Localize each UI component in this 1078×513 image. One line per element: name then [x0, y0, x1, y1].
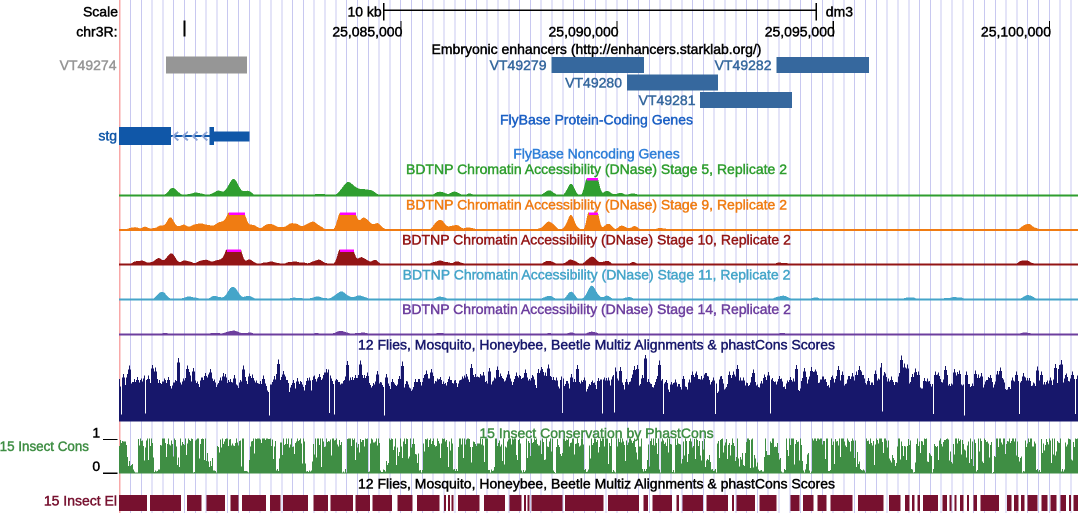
svg-text:BDTNP Chromatin Accessibility: BDTNP Chromatin Accessibility (DNase) St…	[403, 267, 791, 283]
svg-text:stg: stg	[98, 128, 117, 144]
svg-text:BDTNP Chromatin Accessibility: BDTNP Chromatin Accessibility (DNase) St…	[402, 301, 791, 317]
svg-text:10 kb: 10 kb	[347, 4, 381, 20]
svg-text:25,100,000: 25,100,000	[981, 23, 1051, 39]
svg-text:FlyBase Noncoding Genes: FlyBase Noncoding Genes	[513, 146, 680, 162]
svg-text:VT49280: VT49280	[565, 75, 622, 91]
svg-text:15 Insect El: 15 Insect El	[44, 493, 117, 509]
svg-text:VT49281: VT49281	[639, 92, 696, 108]
svg-text:0: 0	[92, 458, 100, 474]
svg-text:1: 1	[92, 425, 100, 441]
svg-text:12 Flies, Mosquito, Honeybee,: 12 Flies, Mosquito, Honeybee, Beetle Mul…	[358, 337, 835, 353]
svg-text:VT49279: VT49279	[490, 57, 547, 73]
svg-text:BDTNP Chromatin Accessibility: BDTNP Chromatin Accessibility (DNase) St…	[402, 232, 791, 248]
svg-text:BDTNP Chromatin Accessibility: BDTNP Chromatin Accessibility (DNase) St…	[406, 196, 787, 212]
svg-text:chr3R:: chr3R:	[76, 23, 117, 39]
svg-text:FlyBase Protein-Coding Genes: FlyBase Protein-Coding Genes	[500, 112, 693, 128]
svg-text:VT49282: VT49282	[715, 57, 772, 73]
svg-text:15 Insect Cons: 15 Insect Cons	[0, 439, 89, 454]
svg-text:25,085,000: 25,085,000	[332, 23, 402, 39]
svg-text:Scale: Scale	[83, 4, 118, 20]
svg-text:BDTNP Chromatin Accessibility: BDTNP Chromatin Accessibility (DNase) St…	[406, 161, 787, 177]
svg-text:Embryonic enhancers (http://en: Embryonic enhancers (http://enhancers.st…	[432, 41, 762, 57]
svg-text:15 Insect Conservation by Phas: 15 Insect Conservation by PhastCons	[479, 425, 713, 441]
svg-text:25,095,000: 25,095,000	[765, 23, 835, 39]
svg-text:VT49274: VT49274	[60, 57, 117, 73]
svg-text:25,090,000: 25,090,000	[549, 23, 619, 39]
svg-text:12 Flies, Mosquito, Honeybee,: 12 Flies, Mosquito, Honeybee, Beetle Mul…	[358, 476, 835, 492]
svg-text:dm3: dm3	[826, 4, 853, 20]
